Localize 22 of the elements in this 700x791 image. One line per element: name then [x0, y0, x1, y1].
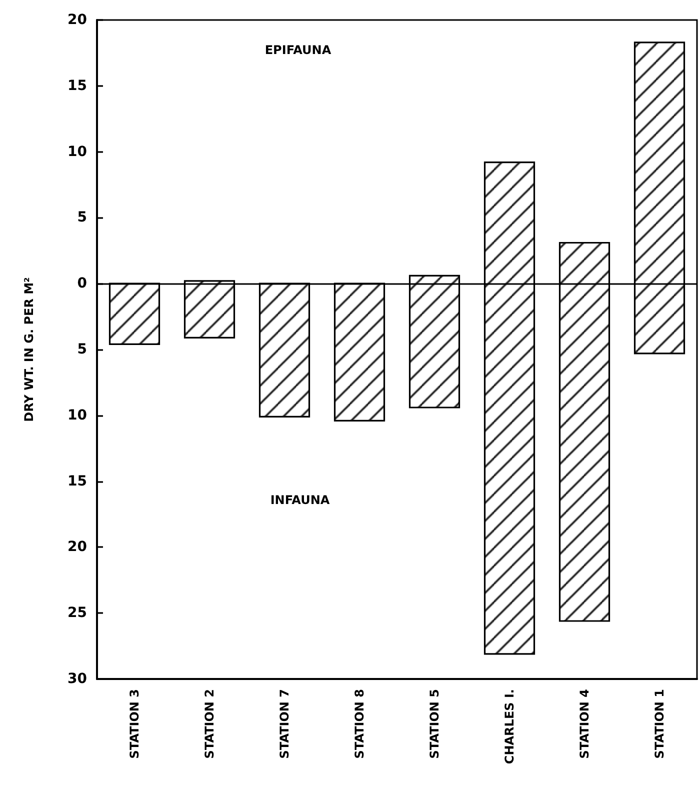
y-tick-label: 15	[68, 78, 87, 94]
x-tick-label: STATION 4	[578, 689, 592, 759]
x-tick-label: STATION 8	[352, 689, 366, 759]
y-tick-label: 10	[68, 407, 88, 424]
y-tick-label: 30	[68, 671, 88, 687]
y-axis-title: DRY WT. IN G. PER M²	[22, 277, 36, 422]
y-tick-label: 5	[77, 210, 87, 226]
y-tick-label: 20	[68, 12, 88, 28]
x-tick-label: STATION 5	[428, 689, 442, 759]
annotation: EPIFAUNA	[264, 43, 332, 57]
y-tick-label: 25	[68, 605, 87, 622]
y-tick-label: 20	[68, 539, 88, 556]
y-tick-label: 0	[77, 276, 88, 292]
annotation: INFAUNA	[270, 493, 330, 507]
x-tick-label: STATION 7	[278, 689, 292, 759]
x-tick-label: CHARLES I.	[502, 689, 516, 764]
y-tick-label: 10	[68, 144, 88, 160]
x-tick-label: STATION 1	[652, 689, 666, 759]
y-tick-label: 15	[68, 473, 87, 490]
x-tick-label: STATION 2	[202, 689, 216, 759]
x-tick-label: STATION 3	[128, 689, 142, 759]
y-tick-label: 5	[77, 342, 87, 358]
